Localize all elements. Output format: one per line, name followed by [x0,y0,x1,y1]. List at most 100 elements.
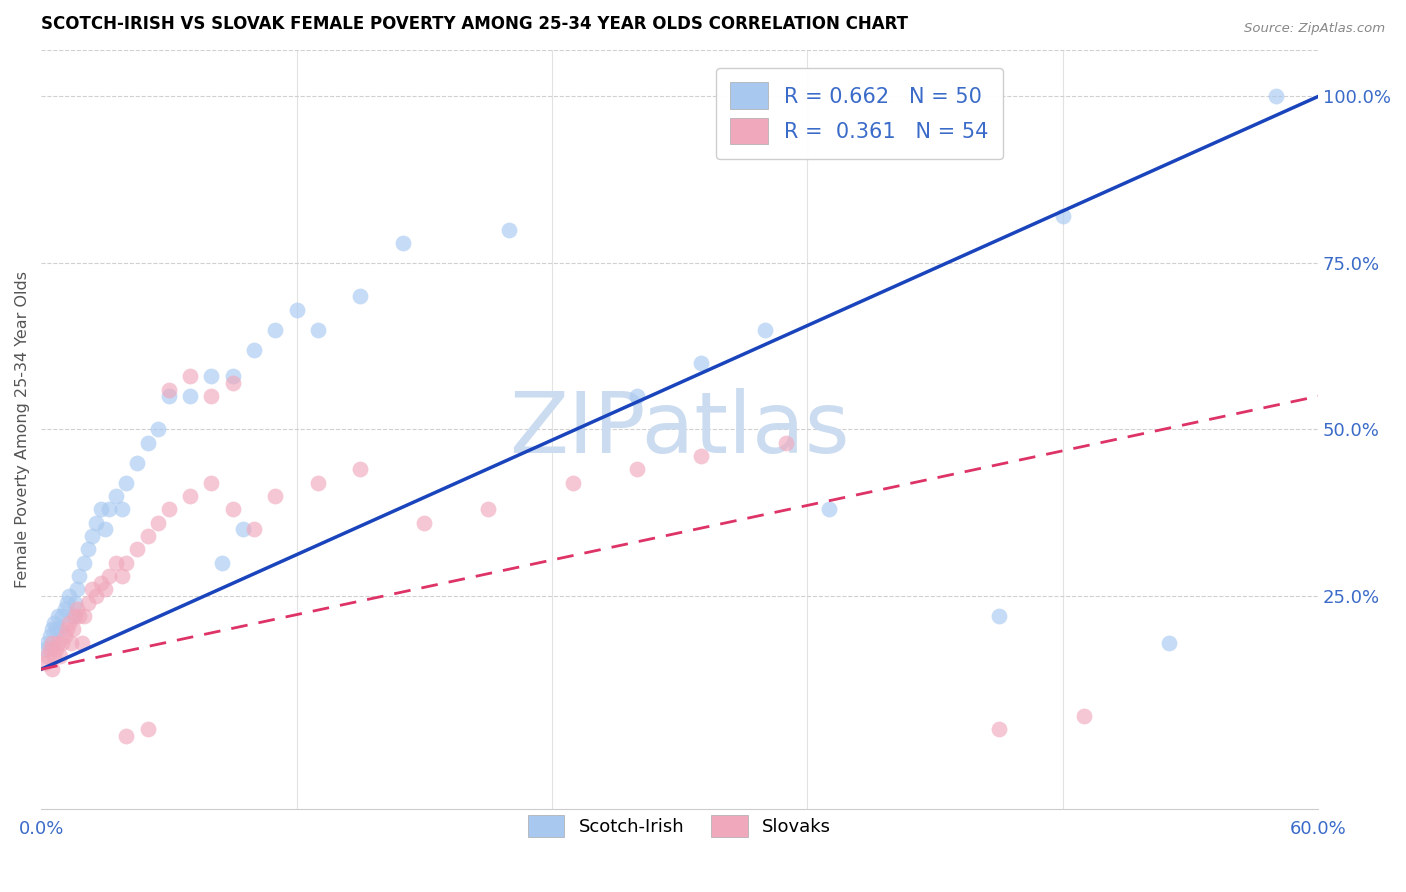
Point [104,556,127,570]
Point [34,656,56,670]
Point [264,489,287,503]
Point [1052,210,1074,224]
Point [63,609,86,624]
Point [67,569,90,583]
Point [66,582,89,597]
Point [73,609,96,624]
Point [392,235,415,250]
Point [51,635,73,649]
Point [221,502,243,516]
Point [200,369,222,384]
Point [53,602,76,616]
Point [562,475,585,490]
Point [200,389,222,403]
Point [94,582,117,597]
Point [37,635,59,649]
Point [49,622,72,636]
Text: Source: ZipAtlas.com: Source: ZipAtlas.com [1244,22,1385,36]
Point [62,609,84,624]
Point [111,502,134,516]
Point [157,502,180,516]
Point [45,622,67,636]
Point [498,222,520,236]
Point [987,609,1010,624]
Point [221,376,243,390]
Point [232,522,254,536]
Point [104,489,127,503]
Point [179,389,201,403]
Point [86,589,108,603]
Point [626,462,648,476]
Point [115,556,138,570]
Point [46,609,69,624]
Point [690,449,713,463]
Point [38,629,60,643]
Point [45,642,67,657]
Point [179,369,201,384]
Point [59,635,82,649]
Point [115,475,138,490]
Point [349,289,371,303]
Point [41,662,63,676]
Point [413,516,436,530]
Point [264,322,287,336]
Text: ZIPatlas: ZIPatlas [509,388,851,471]
Point [115,729,138,743]
Point [82,582,104,597]
Point [754,322,776,336]
Point [90,575,112,590]
Point [146,422,169,436]
Point [55,596,77,610]
Point [690,356,713,370]
Point [49,648,72,663]
Point [136,529,159,543]
Point [179,489,201,503]
Point [200,475,222,490]
Point [41,622,63,636]
Point [55,622,77,636]
Point [98,569,121,583]
Point [86,516,108,530]
Point [125,456,148,470]
Point [349,462,371,476]
Point [51,609,73,624]
Point [477,502,499,516]
Point [34,642,56,657]
Point [125,542,148,557]
Point [42,615,65,630]
Point [58,589,80,603]
Point [37,648,59,663]
Point [221,369,243,384]
Point [46,635,69,649]
Point [42,648,65,663]
Point [94,522,117,536]
Text: SCOTCH-IRISH VS SLOVAK FEMALE POVERTY AMONG 25-34 YEAR OLDS CORRELATION CHART: SCOTCH-IRISH VS SLOVAK FEMALE POVERTY AM… [41,15,908,33]
Point [53,629,76,643]
Point [62,622,84,636]
Point [111,569,134,583]
Point [67,609,90,624]
Point [41,635,63,649]
Point [1264,89,1286,103]
Point [146,516,169,530]
Point [58,615,80,630]
Point [1073,709,1095,723]
Point [243,522,266,536]
Point [817,502,839,516]
Point [307,475,329,490]
Point [307,322,329,336]
Point [157,389,180,403]
Point [626,389,648,403]
Point [77,542,100,557]
Point [38,642,60,657]
Point [73,556,96,570]
Point [63,596,86,610]
Point [98,502,121,516]
Point [66,602,89,616]
Point [136,435,159,450]
Point [987,723,1010,737]
Point [775,435,797,450]
Point [157,383,180,397]
Point [285,302,308,317]
Point [1159,635,1181,649]
